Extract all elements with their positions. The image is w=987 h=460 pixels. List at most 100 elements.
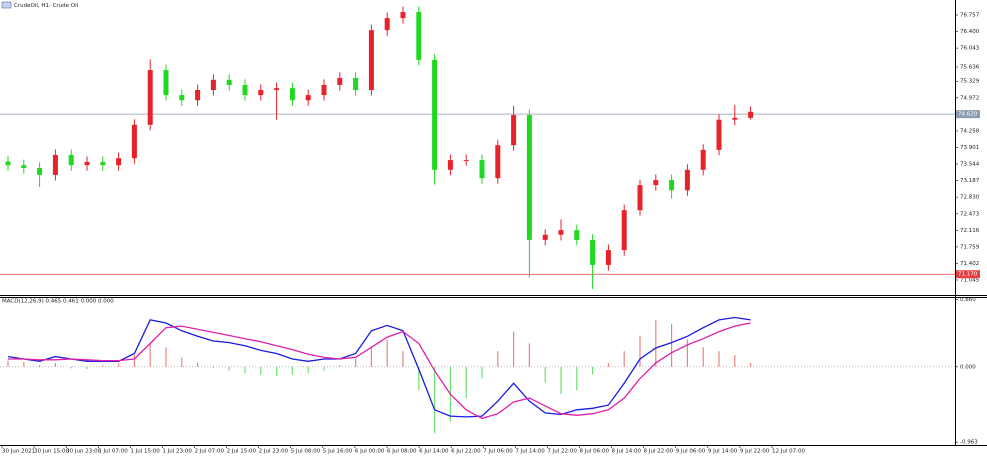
time-label: 6 Jul 14:00 — [419, 449, 449, 455]
y-tick-label: 76.043 — [960, 46, 980, 52]
time-label: 1 Jul 23:00 — [162, 449, 192, 455]
time-label: 9 Jul 22:00 — [740, 449, 770, 455]
y-tick-label: 75.636 — [960, 65, 980, 71]
candle-body — [131, 124, 137, 159]
price-label: 74.620 — [958, 112, 978, 118]
y-tick-label: 76.757 — [960, 12, 980, 18]
time-label: 30 Jun 2021 — [2, 449, 35, 455]
candle-body — [274, 88, 280, 91]
candle-body — [52, 154, 58, 175]
y-tick-label: 72.830 — [960, 195, 980, 201]
time-label: 8 Jul 14:00 — [612, 449, 642, 455]
time-label: 2 Jul 15:00 — [227, 449, 257, 455]
candle-body — [163, 70, 169, 96]
candle-body — [637, 185, 643, 211]
y-tick-label: 72.473 — [960, 211, 980, 217]
candle-body — [542, 234, 548, 240]
y-tick-label: 73.544 — [960, 162, 980, 168]
candle-body — [479, 160, 485, 179]
price-label: 71.170 — [958, 272, 978, 278]
time-label: 30 Jun 15:00 — [34, 449, 69, 455]
candle-body — [432, 59, 438, 170]
y-tick-label: 73.187 — [960, 178, 980, 184]
time-label: 9 Jul 06:00 — [676, 449, 706, 455]
candle-body — [384, 18, 390, 31]
time-label: 30 Jun 23:00 — [66, 449, 101, 455]
symbol-icon — [1, 1, 12, 9]
y-tick-label: 71.045 — [960, 278, 980, 284]
candle-body — [574, 230, 580, 240]
time-label: 1 Jul 15:00 — [130, 449, 160, 455]
y-tick-label: 74.258 — [960, 128, 980, 134]
candle-body — [700, 149, 706, 170]
price-label-box — [956, 110, 980, 119]
candle-body — [511, 115, 517, 146]
candle-body — [669, 180, 675, 191]
candle-body — [195, 90, 201, 101]
time-label: 2 Jul 23:00 — [259, 449, 289, 455]
candle-body — [716, 119, 722, 150]
candle-body — [748, 111, 754, 118]
time-label: 2 Jul 07:00 — [195, 449, 225, 455]
candle-body — [590, 239, 596, 265]
time-label: 1 Jul 07:00 — [98, 449, 128, 455]
candle-body — [337, 77, 343, 85]
candle-body — [305, 95, 311, 101]
candle-body — [605, 250, 611, 265]
indicator-title: MACD(12,26,9) 0.465 0.461 0.000 0.000 — [2, 299, 114, 305]
candle-body — [400, 12, 406, 19]
time-label: 9 Jul 14:00 — [708, 449, 738, 455]
y-tick-label: 72.116 — [960, 228, 980, 234]
candle-body — [321, 84, 327, 96]
price-label-box — [956, 270, 980, 279]
candle-body — [495, 145, 501, 179]
candle-body — [147, 70, 153, 125]
candle-body — [684, 169, 690, 191]
y-tick-label: 0.000 — [960, 364, 976, 370]
time-label: 6 Jul 00:00 — [355, 449, 385, 455]
time-label: 8 Jul 22:00 — [644, 449, 674, 455]
time-label: 7 Jul 22:00 — [547, 449, 577, 455]
y-tick-label: -0.963 — [960, 440, 978, 446]
candle-body — [558, 230, 564, 235]
candle-body — [68, 154, 74, 166]
macd-line — [7, 316, 751, 418]
candle-body — [463, 160, 469, 162]
y-tick-label: 75.329 — [960, 79, 980, 85]
candle-body — [653, 180, 659, 186]
candle-body — [21, 165, 27, 168]
time-label: 5 Jul 16:00 — [323, 449, 353, 455]
y-tick-label: 71.759 — [960, 244, 980, 250]
candle-body — [368, 30, 374, 91]
candle-body — [242, 84, 248, 96]
time-label: 6 Jul 08:00 — [387, 449, 417, 455]
candle-body — [526, 115, 532, 240]
candle-body — [100, 161, 106, 166]
time-label: 6 Jul 22:00 — [451, 449, 481, 455]
candle-body — [116, 158, 122, 166]
chart-title: CrudeOil, H1: Crude Oil — [14, 3, 79, 9]
candle-body — [621, 210, 627, 251]
candle-body — [353, 77, 359, 91]
time-label: 5 Jul 08:00 — [291, 449, 321, 455]
candle-body — [289, 88, 295, 101]
candle-body — [258, 90, 264, 96]
y-tick-label: 73.901 — [960, 145, 979, 151]
y-tick-label: 71.402 — [960, 261, 979, 267]
time-label: 7 Jul 06:00 — [483, 449, 513, 455]
macd-line — [8, 322, 751, 420]
time-label: 12 Jul 07:00 — [772, 449, 805, 455]
y-tick-label: 0.860 — [960, 297, 976, 303]
candle-body — [5, 161, 11, 166]
candle-body — [416, 12, 422, 60]
candle-body — [447, 160, 453, 170]
candle-body — [226, 79, 232, 85]
candle-body — [210, 79, 216, 91]
time-label: 8 Jul 06:00 — [580, 449, 610, 455]
y-tick-label: 76.400 — [960, 29, 980, 35]
candle-body — [84, 161, 90, 166]
time-label: 7 Jul 14:00 — [515, 449, 545, 455]
candle-body — [732, 117, 738, 120]
